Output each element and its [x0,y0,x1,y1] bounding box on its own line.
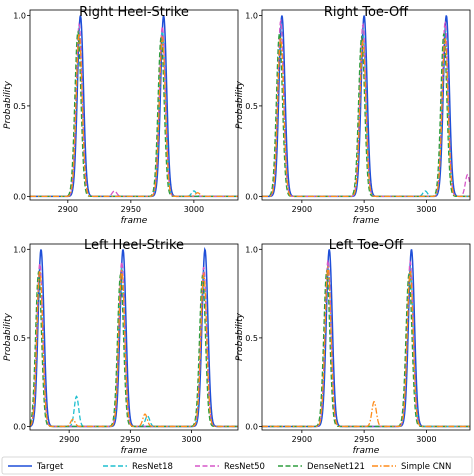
x-axis-label: frame [121,216,148,226]
series-group [262,249,470,428]
series-line-resnet50 [30,22,238,198]
y-tick-label: 1.0 [245,11,258,20]
series-line-resnet18 [262,261,470,428]
x-tick-label: 2950 [120,435,140,444]
plot-frame [29,9,239,201]
series-line-simple-cnn [30,268,238,428]
y-tick-label: 0.0 [13,422,26,431]
legend: Target ResNet18 ResNet50 DenseNet121 Simple … [1,456,473,475]
y-axis-label: Probability [235,80,245,129]
x-tick-label: 3000 [184,205,204,214]
series-line-resnet18 [30,26,238,198]
y-tick-label: 0.0 [245,192,258,201]
y-tick-label: 0.5 [245,334,258,343]
legend-frame [1,456,473,475]
series-line-resnet50 [262,258,470,428]
x-axis-label: frame [121,446,148,456]
x-tick-label: 2900 [58,205,78,214]
subplot-2: 2900 2950 3000 0.0 0.5 1.0 Right Toe-Off frame P… [235,5,471,226]
x-tick-label: 2900 [59,435,79,444]
y-tick-label: 0.5 [13,102,26,111]
subplot-1: 2900 2950 3000 0.0 0.5 1.0 Right Heel-Strike fr… [3,5,239,226]
subplot-4: 2900 2950 3000 0.0 0.5 1.0 Left Toe-Off frame Pr… [235,238,471,456]
series-group [262,15,470,198]
series-line-simple-cnn [262,265,470,428]
legend-label: ResNet18 [132,462,173,472]
y-axis-label: Probability [3,312,13,361]
subplot-title: Right Toe-Off [324,5,409,20]
y-tick-label: 0.0 [13,192,26,201]
series-line-target [30,15,238,198]
x-tick-label: 2950 [354,435,374,444]
y-axis-label: Probability [235,312,245,361]
x-tick-label: 2950 [121,205,141,214]
y-axis-label: Probability [3,80,13,129]
series-line-densenet121 [30,29,238,198]
plot-frame [261,243,471,431]
y-tick-label: 1.0 [13,245,26,254]
series-line-densenet121 [262,268,470,428]
subplot-title: Right Heel-Strike [79,5,189,20]
y-tick-label: 1.0 [245,245,258,254]
series-line-target [262,249,470,428]
series-group [30,246,238,428]
legend-label: DenseNet121 [307,462,365,472]
x-tick-label: 2950 [354,205,374,214]
series-line-simple-cnn [30,31,238,198]
legend-label: ResNet50 [224,462,265,472]
x-axis-label: frame [353,446,380,456]
legend-label: Simple CNN [401,462,451,472]
subplot-title: Left Toe-Off [329,238,405,253]
series-group [30,15,238,198]
plot-frame [29,243,239,431]
series-line-target [30,246,238,428]
x-tick-label: 3000 [416,205,436,214]
x-tick-label: 2900 [292,435,312,444]
y-tick-label: 1.0 [13,11,26,20]
x-tick-label: 2900 [292,205,312,214]
y-tick-label: 0.5 [13,334,26,343]
plot-frame [261,9,471,201]
x-axis-label: frame [353,216,380,226]
y-tick-label: 0.0 [245,422,258,431]
x-tick-label: 3000 [416,435,436,444]
subplot-3: 2900 2950 3000 0.0 0.5 1.0 Left Heel-Strike fra… [3,238,239,456]
y-tick-label: 0.5 [245,102,258,111]
series-line-simple-cnn [262,35,470,198]
x-tick-label: 3000 [181,435,201,444]
subplot-title: Left Heel-Strike [84,238,184,253]
legend-label: Target [36,462,64,472]
